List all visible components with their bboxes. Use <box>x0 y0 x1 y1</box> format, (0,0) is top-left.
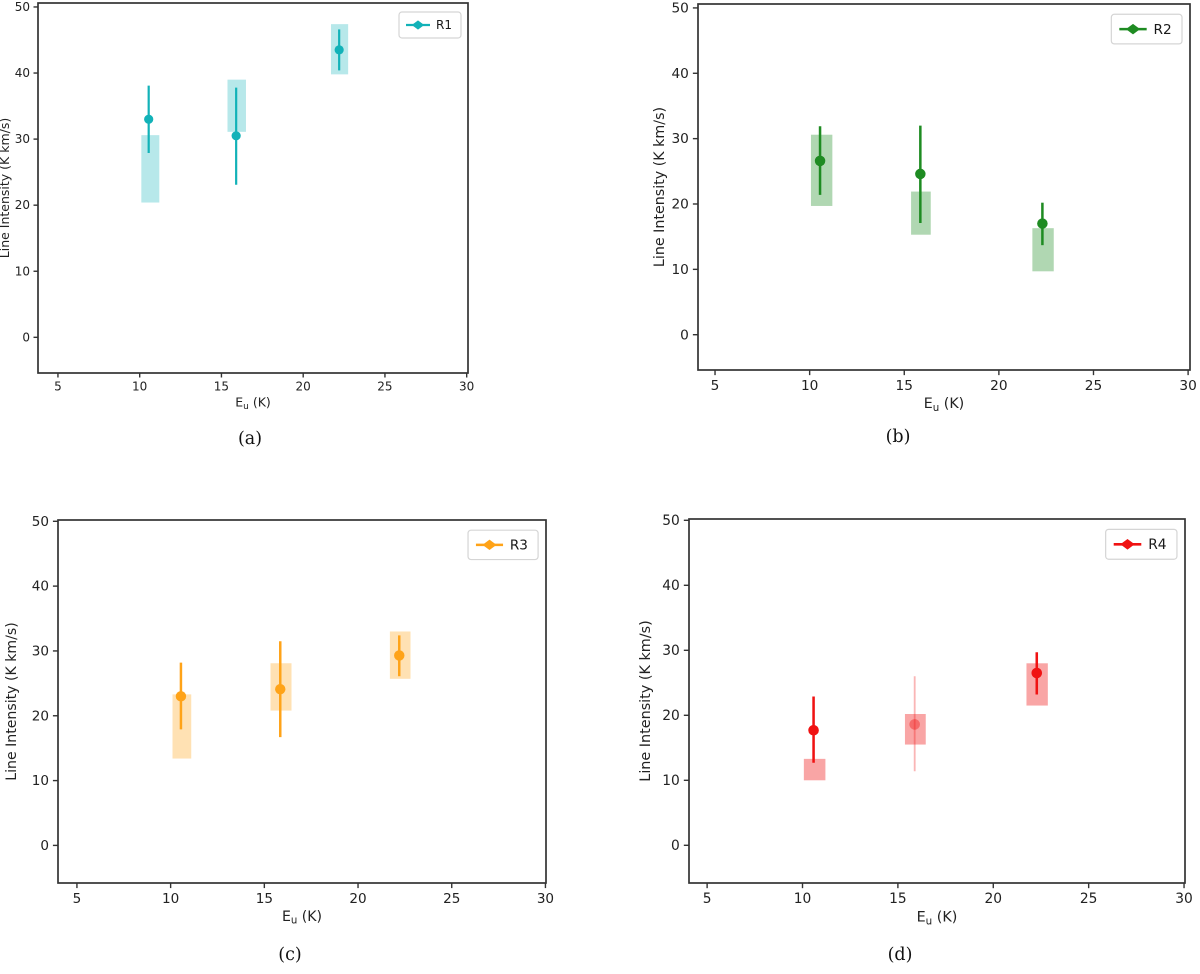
x-tick-label: 20 <box>296 380 311 394</box>
y-tick-label: 20 <box>662 708 680 724</box>
y-tick-label: 50 <box>15 0 30 14</box>
y-tick-label: 20 <box>15 198 30 212</box>
x-tick-label: 20 <box>990 378 1007 394</box>
legend: R4 <box>1105 528 1178 560</box>
x-tick-label: 10 <box>132 380 147 394</box>
x-tick-label: 30 <box>459 380 474 394</box>
data-point-marker <box>915 168 926 180</box>
data-point-marker <box>909 719 920 730</box>
x-axis-label: Eu (K) <box>282 909 322 927</box>
x-tick-label: 15 <box>889 891 907 907</box>
y-tick-label: 50 <box>662 513 680 529</box>
y-tick-label: 0 <box>22 330 30 344</box>
subplot-a: 5 10 15 20 25 30 0 10 20 30 40 50 Eu (K) Line Intensi… <box>0 0 474 449</box>
shaded-uncertainty-box <box>904 714 926 745</box>
x-tick-label: 25 <box>1085 378 1102 394</box>
legend: R3 <box>467 529 539 561</box>
shaded-uncertainty-box <box>810 134 833 206</box>
data-point-marker <box>144 114 154 124</box>
subplot-c: 5 10 15 20 25 30 0 10 20 30 40 50 Eu (K) Line Intensi… <box>4 514 554 965</box>
y-axis-label: Line Intensity (K km/s) <box>652 107 668 267</box>
y-tick-label: 50 <box>32 514 49 530</box>
x-tick-label: 10 <box>801 378 818 394</box>
data-point-marker <box>231 131 241 141</box>
x-tick-label: 5 <box>73 891 82 907</box>
legend-diamond-marker <box>1120 539 1135 550</box>
shaded-uncertainty-box <box>803 758 826 781</box>
panel-caption-a: (a) <box>238 429 262 449</box>
y-tick-label: 40 <box>671 66 688 82</box>
x-tick-label: 25 <box>1080 891 1098 907</box>
legend-label: R2 <box>1154 22 1172 38</box>
panel-caption-d: (d) <box>888 945 913 965</box>
x-tick-label: 15 <box>896 378 913 394</box>
y-tick-label: 10 <box>662 773 680 789</box>
x-tick-label: 15 <box>256 891 273 907</box>
x-axis-label: Eu (K) <box>917 910 958 928</box>
shaded-uncertainty-box <box>1032 228 1054 272</box>
axes-frame <box>57 519 547 884</box>
x-tick-label: 5 <box>711 378 720 394</box>
y-axis-label: Line Intensity (K km/s) <box>4 622 20 781</box>
data-point-marker <box>814 155 826 167</box>
legend-label: R1 <box>436 18 452 32</box>
data-point-marker <box>394 650 405 661</box>
data-point-marker <box>334 45 344 55</box>
legend: R2 <box>1110 13 1183 45</box>
x-tick-label: 30 <box>1179 378 1196 394</box>
legend-label: R4 <box>1148 537 1166 553</box>
legend-diamond-marker <box>1125 23 1141 35</box>
y-tick-label: 40 <box>662 578 680 594</box>
x-tick-label: 20 <box>984 891 1002 907</box>
legend-diamond-marker <box>411 20 425 30</box>
y-tick-label: 10 <box>671 262 688 278</box>
axes-frame <box>697 3 1191 371</box>
data-point-marker <box>275 683 286 695</box>
y-tick-label: 40 <box>32 579 49 595</box>
x-tick-label: 5 <box>703 891 712 907</box>
x-tick-label: 25 <box>443 891 460 907</box>
shaded-uncertainty-box <box>141 135 160 203</box>
x-tick-label: 25 <box>377 380 392 394</box>
data-point-marker <box>1037 218 1048 229</box>
axes-frame <box>37 2 469 374</box>
y-tick-label: 20 <box>32 708 49 724</box>
axes-frame <box>688 518 1186 884</box>
x-tick-label: 10 <box>162 891 179 907</box>
x-tick-label: 5 <box>54 380 62 394</box>
y-tick-label: 40 <box>15 66 30 80</box>
x-tick-label: 10 <box>794 891 812 907</box>
y-tick-label: 30 <box>32 643 49 659</box>
x-tick-label: 15 <box>214 380 229 394</box>
y-axis-label: Line Intensity (K km/s) <box>0 118 12 258</box>
y-tick-label: 10 <box>32 773 49 789</box>
x-tick-label: 30 <box>1175 891 1193 907</box>
x-axis-label: Eu (K) <box>235 395 271 413</box>
y-axis-label: Line Intensity (K km/s) <box>638 620 654 781</box>
y-tick-label: 10 <box>15 264 30 278</box>
panel-caption-b: (b) <box>886 427 911 447</box>
data-point-marker <box>808 724 819 736</box>
panel-caption-c: (c) <box>278 945 301 965</box>
legend-diamond-marker <box>482 539 497 551</box>
x-axis-label: Eu (K) <box>924 396 965 414</box>
y-tick-label: 0 <box>40 838 49 854</box>
data-point-marker <box>1031 667 1043 679</box>
y-tick-label: 50 <box>671 0 688 16</box>
legend-label: R3 <box>510 538 528 554</box>
y-tick-label: 30 <box>662 643 680 659</box>
x-tick-label: 30 <box>537 891 554 907</box>
y-tick-label: 30 <box>671 131 688 147</box>
x-tick-label: 20 <box>349 891 366 907</box>
legend: R1 <box>398 11 462 39</box>
subplot-d: 5 10 15 20 25 30 0 10 20 30 40 50 Eu (K) Line Intensi… <box>638 513 1193 965</box>
subplot-b: 5 10 15 20 25 30 0 10 20 30 40 50 Eu (K) Line Intensi… <box>652 0 1197 447</box>
data-point-marker <box>175 691 187 702</box>
y-tick-label: 0 <box>680 327 689 343</box>
y-tick-label: 20 <box>671 197 688 213</box>
y-tick-label: 0 <box>671 838 680 854</box>
y-tick-label: 30 <box>15 132 30 146</box>
